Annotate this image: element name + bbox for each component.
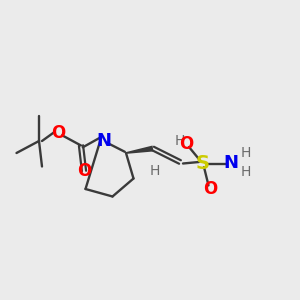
Text: N: N [96, 132, 111, 150]
Text: O: O [51, 124, 66, 142]
Text: O: O [203, 180, 217, 198]
Text: H: H [175, 134, 185, 148]
Text: S: S [196, 154, 209, 173]
Text: H: H [149, 164, 160, 178]
Text: H: H [241, 166, 251, 179]
Text: O: O [77, 162, 91, 180]
Text: H: H [241, 146, 251, 160]
Text: N: N [224, 154, 238, 172]
Polygon shape [126, 146, 154, 154]
Text: O: O [179, 135, 193, 153]
